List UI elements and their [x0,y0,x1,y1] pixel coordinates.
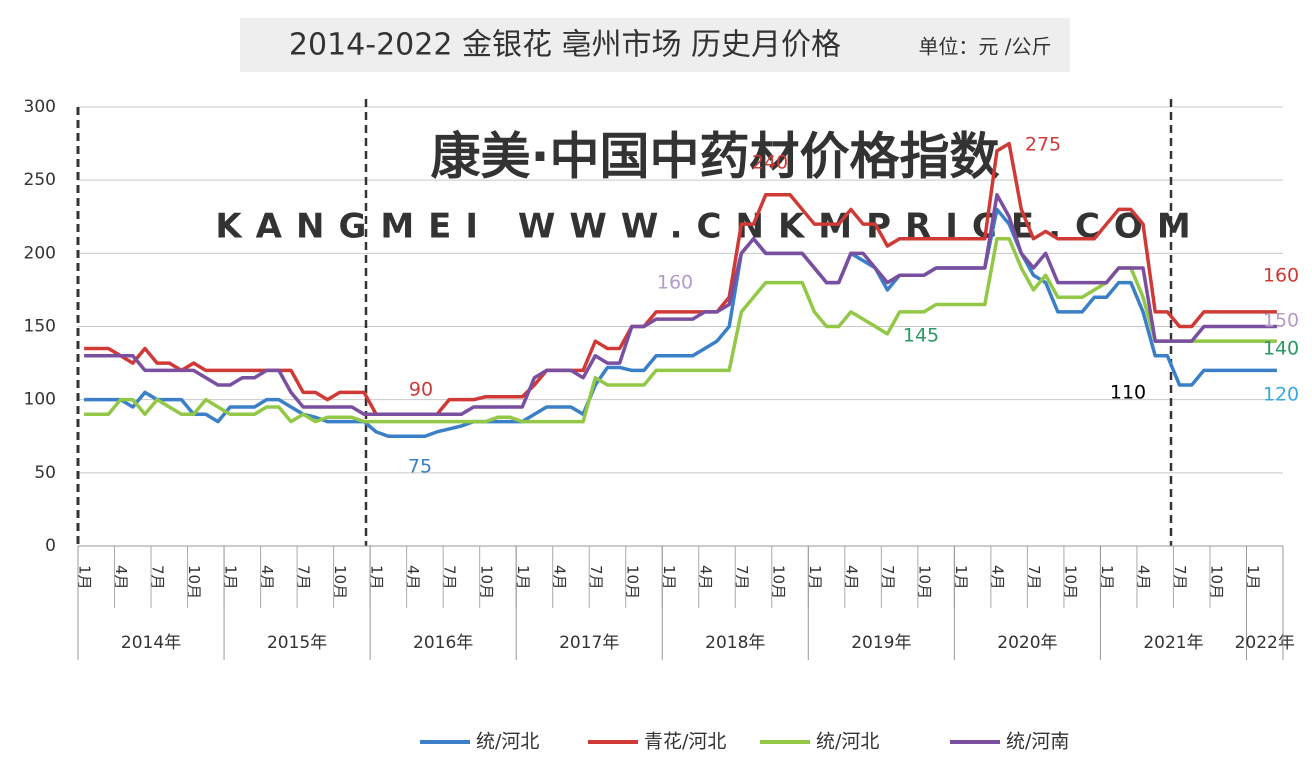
annotation: 75 [408,456,432,478]
x-tick-label: 4月 [1135,565,1153,590]
x-tick-label: 4月 [112,565,130,590]
watermark: KANGMEI WWW.CNKMPRICE.COM [215,207,1204,247]
year-label: 2016年 [413,633,473,653]
year-label: 2019年 [851,633,911,653]
series-line [84,207,1277,438]
series-line [84,236,1277,424]
x-tick-label: 7月 [733,565,751,590]
x-tick-label: 4月 [988,565,1006,590]
annotation: 140 [1263,338,1299,360]
annotation: 145 [903,325,939,347]
x-tick-label: 10月 [185,565,203,599]
x-tick-label: 7月 [295,565,313,590]
year-label: 2020年 [997,633,1057,653]
x-tick-label: 1月 [806,565,824,590]
x-tick-label: 4月 [696,565,714,590]
x-tick-label: 10月 [1061,565,1079,599]
x-tick-label: 10月 [915,565,933,599]
x-tick-label: 10月 [331,565,349,599]
x-tick-label: 1月 [1098,565,1116,590]
y-tick-label: 200 [24,243,56,263]
series-line [84,193,1277,417]
x-tick-label: 10月 [769,565,787,599]
year-label: 2015年 [267,633,327,653]
annotation: 160 [1263,265,1299,287]
year-label: 2014年 [121,633,181,653]
annotation: 90 [409,379,433,401]
x-tick-label: 7月 [587,565,605,590]
annotation: 240 [752,152,788,174]
x-tick-label: 10月 [1208,565,1226,599]
annotation: 160 [657,272,693,294]
year-label: 2021年 [1143,633,1203,653]
y-tick-label: 100 [24,390,56,410]
y-tick-label: 250 [24,170,56,190]
chart-title: 2014-2022 金银花 亳州市场 历史月价格 [289,28,841,63]
chart-subtitle: 单位：元 /公斤 [918,35,1051,59]
x-tick-label: 1月 [952,565,970,590]
annotation: 150 [1263,310,1299,332]
watermark: 康美·中国中药材价格指数 [431,128,1000,186]
x-tick-label: 1月 [76,565,94,590]
y-tick-label: 300 [24,97,56,117]
series-line [84,141,1277,417]
legend-label: 统/河北 [816,731,879,753]
x-tick-label: 7月 [879,565,897,590]
annotation: 110 [1110,382,1146,404]
x-tick-label: 4月 [842,565,860,590]
legend-label: 青花/河北 [644,731,726,753]
x-tick-label: 1月 [514,565,532,590]
x-tick-label: 1月 [1244,565,1262,590]
x-tick-label: 4月 [550,565,568,590]
x-tick-label: 4月 [258,565,276,590]
x-tick-label: 1月 [368,565,386,590]
legend-label: 统/河北 [476,731,539,753]
annotation: 275 [1025,134,1061,156]
x-tick-label: 1月 [222,565,240,590]
annotation: 120 [1263,384,1299,406]
x-tick-label: 1月 [660,565,678,590]
x-tick-label: 7月 [441,565,459,590]
y-tick-label: 50 [34,463,56,483]
year-label: 2018年 [705,633,765,653]
x-tick-label: 7月 [149,565,167,590]
year-label: 2022年 [1235,633,1295,653]
x-tick-label: 7月 [1025,565,1043,590]
x-tick-label: 10月 [477,565,495,599]
x-tick-label: 4月 [404,565,422,590]
year-label: 2017年 [559,633,619,653]
title-box [240,18,1070,72]
y-tick-label: 0 [45,536,56,556]
legend-label: 统/河南 [1006,731,1069,753]
plot: 0 50 100 150 200 250 300 1月 4月 7月 10月 1月 4月 7月 10月 1月 4月… [24,97,1300,753]
y-tick-label: 150 [24,317,56,337]
x-tick-label: 7月 [1171,565,1189,590]
x-tick-label: 10月 [623,565,641,599]
